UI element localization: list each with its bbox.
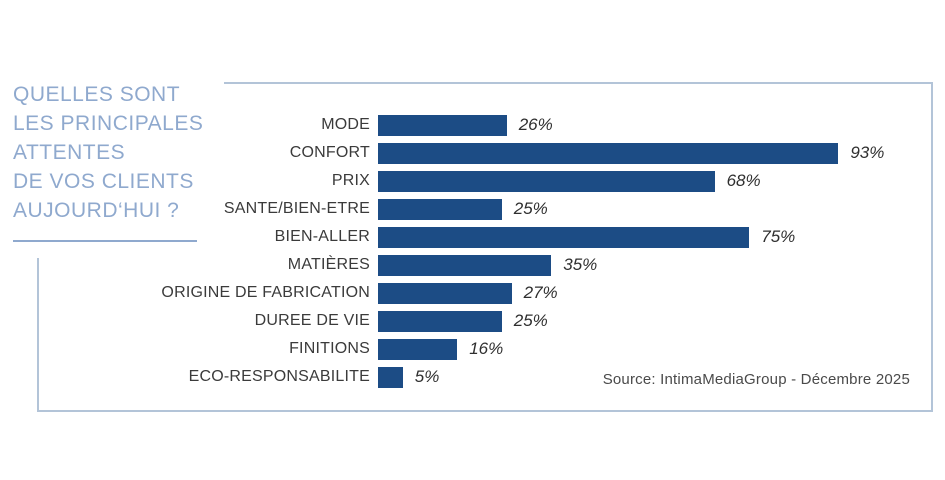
- bar-track: 27%: [378, 282, 928, 304]
- bar-track: 93%: [378, 142, 928, 164]
- bar-track: 68%: [378, 170, 928, 192]
- category-label: BIEN-ALLER: [274, 228, 370, 245]
- bar-row: FINITIONS 16%: [48, 335, 928, 363]
- title-line-4: DE VOS CLIENTS: [13, 170, 194, 193]
- bar-track: 16%: [378, 338, 928, 360]
- bar: [378, 226, 750, 248]
- bar: [378, 366, 403, 388]
- value-label: 93%: [850, 143, 885, 162]
- category-label: SANTE/BIEN-ETRE: [223, 200, 370, 217]
- title-line-5: AUJOURD‘HUI ?: [13, 199, 180, 222]
- value-label: 68%: [726, 171, 761, 190]
- title-underline: [13, 240, 197, 242]
- bar-row: MODE 26%: [48, 111, 928, 139]
- category-label: CONFORT: [289, 144, 370, 161]
- frame-border-left: [37, 258, 39, 410]
- bar: [378, 170, 715, 192]
- bar-track: 75%: [378, 226, 928, 248]
- bar: [378, 310, 502, 332]
- bar: [378, 114, 507, 136]
- category-label: ORIGINE DE FABRICATION: [161, 284, 370, 301]
- category-label: MODE: [321, 116, 370, 133]
- value-label: 26%: [518, 115, 553, 134]
- bar-track: 5%: [378, 366, 928, 388]
- category-label: PRIX: [331, 172, 370, 189]
- bar-chart: MODE 26% CONFORT 93% PRIX 68% SANTE/BIEN…: [48, 111, 928, 391]
- source-caption: Source: IntimaMediaGroup - Décembre 2025: [602, 371, 910, 388]
- bar-row: MATIÈRES 35%: [48, 251, 928, 279]
- value-label: 5%: [414, 367, 440, 386]
- title-line-2: LES PRINCIPALES: [13, 112, 204, 135]
- title-line-3: ATTENTES: [13, 141, 126, 164]
- bar-track: 25%: [378, 310, 928, 332]
- value-label: 25%: [513, 311, 548, 330]
- category-label: FINITIONS: [289, 340, 370, 357]
- value-label: 16%: [469, 339, 504, 358]
- bar-row: ECO-RESPONSABILITE 5%: [48, 363, 928, 391]
- category-label: DUREE DE VIE: [254, 312, 370, 329]
- category-label: ECO-RESPONSABILITE: [188, 368, 370, 385]
- bar-track: 35%: [378, 254, 928, 276]
- bar-row: CONFORT 93%: [48, 139, 928, 167]
- value-label: 25%: [513, 199, 548, 218]
- value-label: 75%: [761, 227, 796, 246]
- bar-track: 26%: [378, 114, 928, 136]
- bar-row: ORIGINE DE FABRICATION 27%: [48, 279, 928, 307]
- frame-border-right: [931, 82, 933, 412]
- value-label: 35%: [563, 255, 598, 274]
- title-line-1: QUELLES SONT: [13, 83, 181, 106]
- bar: [378, 198, 502, 220]
- category-label: MATIÈRES: [287, 256, 370, 273]
- bar: [378, 338, 458, 360]
- bar-track: 25%: [378, 198, 928, 220]
- bar-row: DUREE DE VIE 25%: [48, 307, 928, 335]
- bar-row: BIEN-ALLER 75%: [48, 223, 928, 251]
- bar: [378, 254, 552, 276]
- bar: [378, 282, 512, 304]
- frame-border-top: [224, 82, 933, 84]
- frame-border-bottom: [37, 410, 933, 412]
- bar-row: PRIX 68%: [48, 167, 928, 195]
- bar: [378, 142, 839, 164]
- chart-question-title: QUELLES SONT LES PRINCIPALES ATTENTES DE…: [13, 80, 228, 225]
- value-label: 27%: [523, 283, 558, 302]
- bar-row: SANTE/BIEN-ETRE 25%: [48, 195, 928, 223]
